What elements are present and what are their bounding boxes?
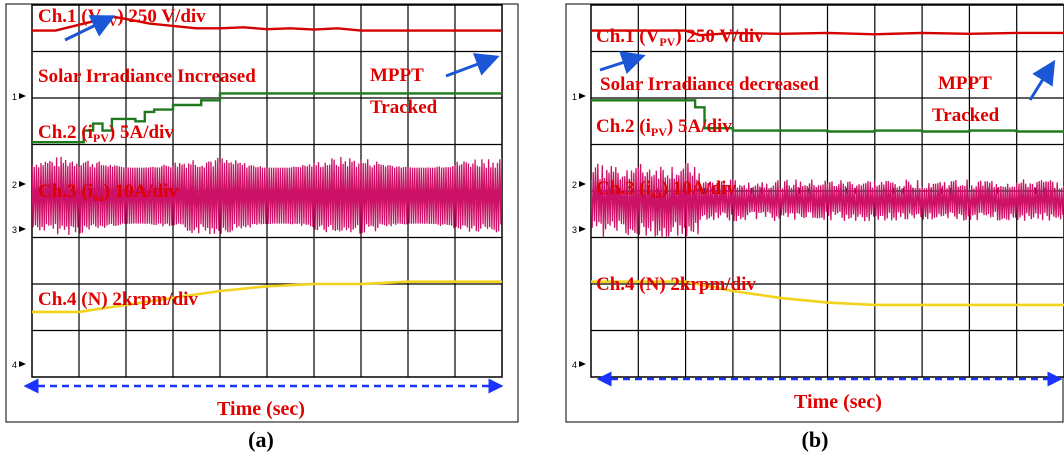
panel-a: 1 2 3 4 Ch.1 (VPV) 250 V/div Ch.2 (iPV) 5A/d… <box>6 4 518 422</box>
panel-b-channel-markers: 1 2 3 4 <box>572 92 586 370</box>
x-axis-label: Time (sec) <box>217 398 305 420</box>
series-label-post: ) 250 V/div <box>117 6 206 27</box>
series-label-sub: sa <box>651 187 662 201</box>
channel-marker-arrow-icon <box>19 361 26 367</box>
series-label-pre: Ch.3 (i <box>38 181 93 202</box>
channel-marker-4: 4 <box>12 360 17 370</box>
series-label-sub: PV <box>93 131 109 145</box>
series-label-pre: Ch.2 (i <box>596 116 651 137</box>
series-label-ch1: Ch.1 (VPV) 250 V/div <box>596 26 764 49</box>
panel-a-channel-markers: 1 2 3 4 <box>12 92 26 370</box>
channel-marker-arrow-icon <box>19 181 26 187</box>
series-label-pre: Ch.1 (V <box>38 6 102 27</box>
panel-a-time-axis: Time (sec) <box>26 386 501 420</box>
channel-marker-arrow-icon <box>579 181 586 187</box>
panel-b-time-axis: Time (sec) <box>599 379 1060 413</box>
channel-marker-2: 2 <box>12 180 17 190</box>
series-label-post: ) 10A/div <box>104 181 179 202</box>
channel-marker-arrow-icon <box>19 93 26 99</box>
panel-b-caption: (b) <box>802 427 829 452</box>
series-label-pre: Ch.4 (N) 2krpm/div <box>38 289 198 310</box>
annotation-mppt: MPPT <box>370 65 424 86</box>
x-axis-label: Time (sec) <box>794 391 882 413</box>
series-label-post: ) 250 V/div <box>675 26 764 47</box>
series-label-pre: Ch.1 (V <box>596 26 660 47</box>
series-label-pre: Ch.2 (i <box>38 122 93 143</box>
channel-marker-2: 2 <box>572 180 577 190</box>
series-label-post: ) 5A/div <box>667 116 732 137</box>
series-label-ch4: Ch.4 (N) 2krpm/div <box>596 274 756 295</box>
series-label-sub: sa <box>93 190 104 204</box>
series-label-ch3: Ch.3 (isa) 10A/div <box>596 178 737 201</box>
channel-marker-arrow-icon <box>579 226 586 232</box>
series-label-post: ) 10A/div <box>662 178 737 199</box>
series-label-sub: PV <box>659 35 675 49</box>
channel-marker-3: 3 <box>12 225 17 235</box>
annotation-mppt: MPPT <box>938 73 992 94</box>
channel-marker-arrow-icon <box>19 226 26 232</box>
channel-marker-1: 1 <box>572 92 577 102</box>
channel-marker-4: 4 <box>572 360 577 370</box>
annotation-tracked: Tracked <box>370 97 438 118</box>
series-label-ch1: Ch.1 (VPV) 250 V/div <box>38 6 206 29</box>
panel-a-caption: (a) <box>248 427 274 452</box>
annotation-tracked: Tracked <box>932 105 1000 126</box>
annotation-irradiance-event: Solar Irradiance Increased <box>38 66 256 87</box>
series-label-pre: Ch.4 (N) 2krpm/div <box>596 274 756 295</box>
series-label-post: ) 5A/div <box>109 122 174 143</box>
channel-marker-3: 3 <box>572 225 577 235</box>
series-label-pre: Ch.3 (i <box>596 178 651 199</box>
series-label-ch3: Ch.3 (isa) 10A/div <box>38 181 179 204</box>
channel-marker-arrow-icon <box>579 361 586 367</box>
channel-marker-arrow-icon <box>579 93 586 99</box>
channel-marker-1: 1 <box>12 92 17 102</box>
series-label-ch4: Ch.4 (N) 2krpm/div <box>38 289 198 310</box>
series-label-sub: PV <box>651 125 667 139</box>
annotation-irradiance-event: Solar Irradiance decreased <box>600 74 819 95</box>
